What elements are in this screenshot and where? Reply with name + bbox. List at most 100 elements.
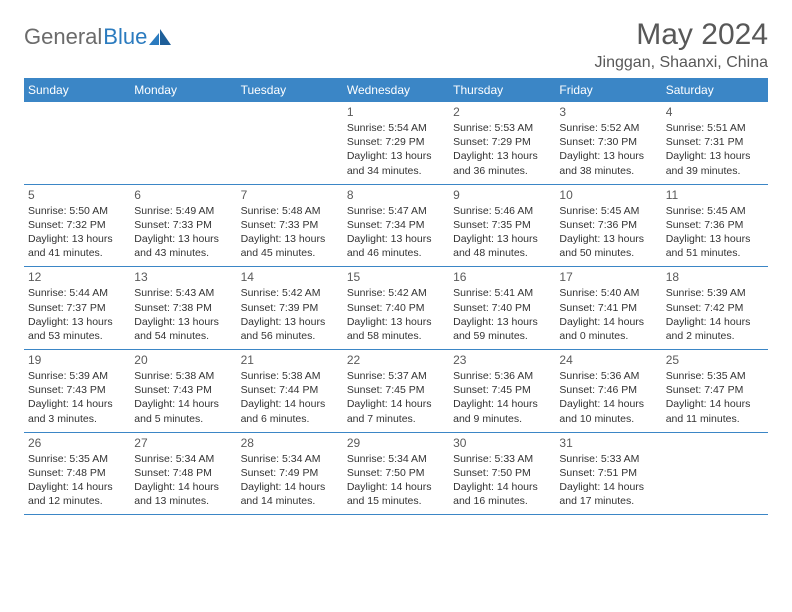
- day-info: Sunrise: 5:33 AMSunset: 7:51 PMDaylight:…: [559, 452, 657, 509]
- day-info: Sunrise: 5:35 AMSunset: 7:47 PMDaylight:…: [666, 369, 764, 426]
- weekday-header: Sunday: [24, 78, 130, 102]
- day-info-line: Daylight: 14 hours: [666, 315, 764, 329]
- day-info-line: and 46 minutes.: [347, 246, 445, 260]
- day-info-line: Sunset: 7:33 PM: [134, 218, 232, 232]
- day-info-line: Daylight: 14 hours: [347, 480, 445, 494]
- title-block: May 2024 Jinggan, Shaanxi, China: [595, 18, 768, 72]
- day-number: 13: [134, 270, 232, 284]
- day-info-line: Daylight: 13 hours: [453, 315, 551, 329]
- calendar-week-row: 5Sunrise: 5:50 AMSunset: 7:32 PMDaylight…: [24, 185, 768, 268]
- calendar-day-cell: 20Sunrise: 5:38 AMSunset: 7:43 PMDayligh…: [130, 350, 236, 432]
- calendar-day-cell: 12Sunrise: 5:44 AMSunset: 7:37 PMDayligh…: [24, 267, 130, 349]
- day-info-line: Sunset: 7:45 PM: [453, 383, 551, 397]
- weekday-header: Wednesday: [343, 78, 449, 102]
- day-info-line: and 0 minutes.: [559, 329, 657, 343]
- day-info-line: Daylight: 13 hours: [28, 232, 126, 246]
- day-info-line: Daylight: 13 hours: [453, 232, 551, 246]
- calendar-day-cell: 26Sunrise: 5:35 AMSunset: 7:48 PMDayligh…: [24, 433, 130, 515]
- calendar-day-cell: 11Sunrise: 5:45 AMSunset: 7:36 PMDayligh…: [662, 185, 768, 267]
- day-info-line: Sunrise: 5:38 AM: [241, 369, 339, 383]
- day-info-line: Daylight: 13 hours: [134, 232, 232, 246]
- day-info-line: Daylight: 14 hours: [666, 397, 764, 411]
- day-info: Sunrise: 5:39 AMSunset: 7:43 PMDaylight:…: [28, 369, 126, 426]
- day-info-line: Sunset: 7:37 PM: [28, 301, 126, 315]
- day-info-line: Sunrise: 5:45 AM: [559, 204, 657, 218]
- day-number: 17: [559, 270, 657, 284]
- calendar-day-cell: 19 Sunrise: 5:39 AMSunset: 7:43 PMDayligh…: [24, 350, 130, 432]
- day-info-line: Daylight: 13 hours: [134, 315, 232, 329]
- day-info-line: Sunset: 7:49 PM: [241, 466, 339, 480]
- day-number: 31: [559, 436, 657, 450]
- calendar-day-cell: [24, 102, 130, 184]
- day-info-line: Daylight: 13 hours: [559, 149, 657, 163]
- day-info-line: Sunset: 7:31 PM: [666, 135, 764, 149]
- day-number: 25: [666, 353, 764, 367]
- day-info-line: Sunrise: 5:37 AM: [347, 369, 445, 383]
- day-number: 14: [241, 270, 339, 284]
- day-info: Sunrise: 5:39 AMSunset: 7:42 PMDaylight:…: [666, 286, 764, 343]
- day-info-line: Sunrise: 5:35 AM: [666, 369, 764, 383]
- day-info-line: Sunrise: 5:34 AM: [241, 452, 339, 466]
- day-info-line: Sunset: 7:43 PM: [134, 383, 232, 397]
- calendar-day-cell: [130, 102, 236, 184]
- calendar-day-cell: [662, 433, 768, 515]
- day-info-line: Sunset: 7:50 PM: [347, 466, 445, 480]
- day-info: Sunrise: 5:50 AMSunset: 7:32 PMDaylight:…: [28, 204, 126, 261]
- calendar-day-cell: 18 Sunrise: 5:39 AMSunset: 7:42 PMDayligh…: [662, 267, 768, 349]
- day-number: 6: [134, 188, 232, 202]
- calendar-day-cell: 17 Sunrise: 5:40 AMSunset: 7:41 PMDayligh…: [555, 267, 661, 349]
- day-info-line: Sunset: 7:38 PM: [134, 301, 232, 315]
- day-info-line: Daylight: 14 hours: [559, 397, 657, 411]
- weekday-header: Tuesday: [237, 78, 343, 102]
- day-info-line: Sunset: 7:30 PM: [559, 135, 657, 149]
- day-info-line: and 16 minutes.: [453, 494, 551, 508]
- day-number: 7: [241, 188, 339, 202]
- day-info: Sunrise: 5:40 AMSunset: 7:41 PMDaylight:…: [559, 286, 657, 343]
- day-number: 18: [666, 270, 764, 284]
- day-info: Sunrise: 5:54 AMSunset: 7:29 PMDaylight:…: [347, 121, 445, 178]
- calendar-day-cell: 3Sunrise: 5:52 AMSunset: 7:30 PMDaylight…: [555, 102, 661, 184]
- calendar-week-row: 12Sunrise: 5:44 AMSunset: 7:37 PMDayligh…: [24, 267, 768, 350]
- day-info: Sunrise: 5:51 AMSunset: 7:31 PMDaylight:…: [666, 121, 764, 178]
- day-number: 30: [453, 436, 551, 450]
- day-info-line: Daylight: 14 hours: [28, 480, 126, 494]
- weekday-header: Monday: [130, 78, 236, 102]
- day-info-line: and 54 minutes.: [134, 329, 232, 343]
- calendar-day-cell: 6Sunrise: 5:49 AMSunset: 7:33 PMDaylight…: [130, 185, 236, 267]
- day-info: Sunrise: 5:46 AMSunset: 7:35 PMDaylight:…: [453, 204, 551, 261]
- day-info: Sunrise: 5:33 AMSunset: 7:50 PMDaylight:…: [453, 452, 551, 509]
- day-number: 4: [666, 105, 764, 119]
- day-info-line: and 39 minutes.: [666, 164, 764, 178]
- day-info-line: Daylight: 13 hours: [241, 315, 339, 329]
- day-info-line: and 34 minutes.: [347, 164, 445, 178]
- calendar-day-cell: 8Sunrise: 5:47 AMSunset: 7:34 PMDaylight…: [343, 185, 449, 267]
- calendar-day-cell: 2Sunrise: 5:53 AMSunset: 7:29 PMDaylight…: [449, 102, 555, 184]
- day-number: 19: [28, 353, 126, 367]
- day-info-line: Sunset: 7:51 PM: [559, 466, 657, 480]
- day-info-line: Daylight: 14 hours: [453, 397, 551, 411]
- day-info-line: Daylight: 13 hours: [347, 149, 445, 163]
- calendar-day-cell: 13Sunrise: 5:43 AMSunset: 7:38 PMDayligh…: [130, 267, 236, 349]
- day-info: Sunrise: 5:44 AMSunset: 7:37 PMDaylight:…: [28, 286, 126, 343]
- calendar-week-row: 19 Sunrise: 5:39 AMSunset: 7:43 PMDayligh…: [24, 350, 768, 433]
- calendar-day-cell: 10Sunrise: 5:45 AMSunset: 7:36 PMDayligh…: [555, 185, 661, 267]
- day-info-line: and 2 minutes.: [666, 329, 764, 343]
- day-info-line: and 48 minutes.: [453, 246, 551, 260]
- day-info-line: Sunrise: 5:34 AM: [347, 452, 445, 466]
- day-info-line: Sunrise: 5:48 AM: [241, 204, 339, 218]
- day-info: Sunrise: 5:42 AMSunset: 7:40 PMDaylight:…: [347, 286, 445, 343]
- day-info-line: and 9 minutes.: [453, 412, 551, 426]
- day-info-line: and 7 minutes.: [347, 412, 445, 426]
- day-info-line: Sunset: 7:32 PM: [28, 218, 126, 232]
- day-info-line: Daylight: 13 hours: [666, 232, 764, 246]
- day-info-line: Sunrise: 5:36 AM: [559, 369, 657, 383]
- day-info-line: Sunset: 7:48 PM: [28, 466, 126, 480]
- day-info: Sunrise: 5:48 AMSunset: 7:33 PMDaylight:…: [241, 204, 339, 261]
- calendar-day-cell: 28Sunrise: 5:34 AMSunset: 7:49 PMDayligh…: [237, 433, 343, 515]
- day-info-line: Sunset: 7:43 PM: [28, 383, 126, 397]
- calendar-day-cell: 23Sunrise: 5:36 AMSunset: 7:45 PMDayligh…: [449, 350, 555, 432]
- day-info: Sunrise: 5:41 AMSunset: 7:40 PMDaylight:…: [453, 286, 551, 343]
- day-info: Sunrise: 5:36 AMSunset: 7:46 PMDaylight:…: [559, 369, 657, 426]
- day-number: 23: [453, 353, 551, 367]
- day-info: Sunrise: 5:42 AMSunset: 7:39 PMDaylight:…: [241, 286, 339, 343]
